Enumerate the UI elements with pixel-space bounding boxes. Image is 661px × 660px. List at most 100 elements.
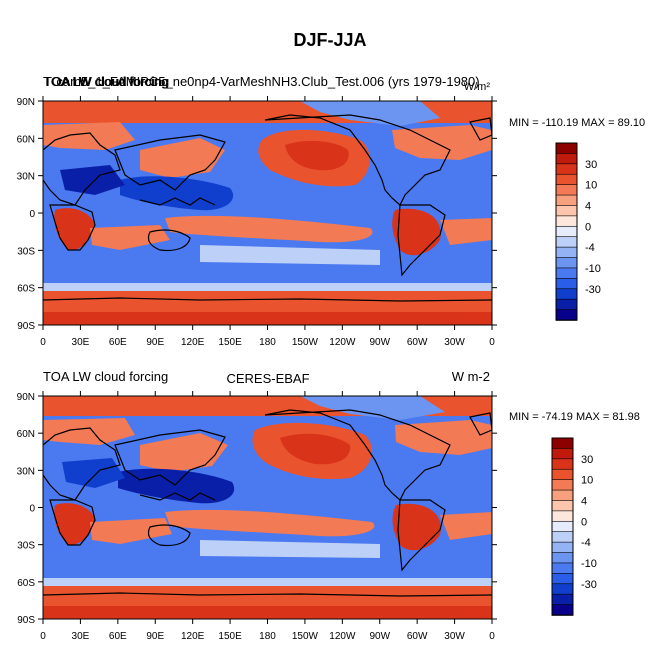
- x-tick-label: 90E: [146, 337, 164, 348]
- colorbar-label: -10: [585, 263, 601, 275]
- top-x-ticks: 0 30E 60E 90E 120E 150E 180 150W 120W 90W 60W 30W 0: [40, 96, 495, 348]
- y-tick-label: 60S: [17, 284, 35, 295]
- colorbar-swatch: [551, 448, 574, 460]
- x-tick-label: 150E: [218, 631, 242, 642]
- bottom-indian-ocean-red: [90, 518, 172, 544]
- colorbar-label: -4: [581, 537, 591, 549]
- x-tick-label: 150E: [218, 337, 242, 348]
- x-tick-label: 60E: [109, 631, 127, 642]
- top-stats-label: MIN = -110.19 MAX = 89.10: [509, 117, 645, 129]
- colorbar-swatch: [551, 468, 574, 481]
- x-tick-label: 120W: [329, 337, 356, 348]
- top-arctic-blue: [300, 101, 440, 126]
- x-tick-label: 150W: [292, 337, 319, 348]
- top-asia-red: [140, 138, 225, 178]
- y-tick-label: 90N: [17, 97, 35, 108]
- x-tick-label: 0: [489, 337, 495, 348]
- bottom-antarctic-dark: [43, 606, 492, 619]
- colorbar-swatch: [551, 479, 574, 491]
- bottom-arctic-blue: [300, 396, 445, 420]
- top-left-label: TOA LW cloud forcing: [43, 74, 168, 89]
- x-tick-label: 0: [40, 631, 46, 642]
- figure-title: DJF-JJA: [293, 30, 366, 50]
- bottom-africa-red: [54, 503, 96, 546]
- bottom-asia-red: [140, 433, 228, 472]
- colorbar-swatch: [555, 257, 578, 269]
- colorbar-label: 30: [585, 159, 597, 171]
- colorbar-label: 0: [585, 221, 591, 233]
- top-center-label: cam5_1_FAMIPC5_ne0np4-VarMeshNH3.Club_Te…: [56, 74, 479, 89]
- bottom-y-ticks: 90N 60N 30N 0 30S 60S 90S: [17, 392, 497, 626]
- top-south-america-red: [392, 208, 441, 256]
- x-tick-label: 120E: [181, 631, 205, 642]
- top-southern-light-band: [43, 283, 492, 291]
- x-tick-label: 90W: [369, 631, 390, 642]
- x-tick-label: 90W: [369, 337, 390, 348]
- bottom-southern-light-band: [43, 578, 492, 586]
- colorbar-swatch: [555, 153, 578, 165]
- top-panel: TOA LW cloud forcing TOA LW cloud forcin…: [17, 74, 646, 348]
- colorbar-swatch: [555, 267, 578, 280]
- colorbar-swatch: [555, 278, 578, 290]
- x-tick-label: 180: [259, 631, 276, 642]
- top-units-label: W/m²: [464, 81, 491, 93]
- colorbar-swatch: [551, 437, 574, 450]
- x-tick-label: 120W: [329, 631, 356, 642]
- x-tick-label: 30W: [444, 337, 465, 348]
- colorbar-swatch: [555, 309, 578, 321]
- x-tick-label: 0: [40, 337, 46, 348]
- colorbar-swatch: [555, 142, 578, 155]
- y-tick-label: 60N: [17, 429, 35, 440]
- bottom-south-atlantic-red: [440, 512, 492, 540]
- colorbar-swatch: [555, 298, 578, 311]
- colorbar-swatch: [555, 215, 578, 228]
- colorbar-swatch: [555, 184, 578, 196]
- bottom-panel: TOA LW cloud forcing CERES-EBAF W m-2: [17, 369, 640, 642]
- bottom-x-ticks: 0 30E 60E 90E 120E 150E 180 150W 120W 90W 60W 30W 0: [40, 391, 495, 642]
- x-tick-label: 180: [259, 337, 276, 348]
- colorbar-label: -10: [581, 558, 597, 570]
- bottom-stats-label: MIN = -74.19 MAX = 81.98: [509, 411, 640, 423]
- y-tick-label: 0: [29, 504, 35, 515]
- colorbar-label: 10: [581, 475, 593, 487]
- bottom-left-label: TOA LW cloud forcing: [43, 369, 168, 384]
- colorbar-label: 0: [581, 516, 587, 528]
- y-tick-label: 30S: [17, 246, 35, 257]
- x-tick-label: 120E: [181, 337, 205, 348]
- colorbar-swatch: [555, 194, 578, 207]
- bottom-south-pacific-light: [200, 540, 380, 558]
- top-colorbar: 30 10 4 0 -4 -10 -30: [555, 142, 601, 321]
- y-tick-label: 60N: [17, 134, 35, 145]
- y-tick-label: 90S: [17, 615, 35, 626]
- colorbar-swatch: [551, 541, 574, 554]
- y-tick-label: 60S: [17, 578, 35, 589]
- top-spcz-red: [165, 215, 373, 243]
- colorbar-swatch: [551, 552, 574, 564]
- colorbar-swatch: [551, 593, 574, 606]
- bottom-south-america-red: [392, 503, 441, 551]
- colorbar-label: 4: [585, 200, 591, 212]
- top-north-pacific-dark: [285, 140, 349, 171]
- colorbar-swatch: [555, 163, 578, 176]
- y-tick-label: 90N: [17, 392, 35, 403]
- bottom-coastlines: [43, 409, 492, 597]
- x-tick-label: 30W: [444, 631, 465, 642]
- colorbar-swatch: [551, 510, 574, 523]
- colorbar-swatch: [555, 225, 578, 238]
- colorbar-swatch: [551, 573, 574, 585]
- bottom-north-pacific-dark: [280, 433, 351, 465]
- colorbar-swatch: [555, 288, 578, 300]
- colorbar-swatch: [555, 246, 578, 259]
- bottom-india-blue: [62, 458, 125, 488]
- y-tick-label: 30S: [17, 541, 35, 552]
- x-tick-label: 60E: [109, 337, 127, 348]
- x-tick-label: 90E: [146, 631, 164, 642]
- top-antarctic-dark: [43, 312, 492, 325]
- colorbar-label: 4: [581, 495, 587, 507]
- y-tick-label: 0: [29, 209, 35, 220]
- bottom-north-atlantic-red: [395, 420, 492, 455]
- colorbar-swatch: [551, 562, 574, 575]
- colorbar-label: -4: [585, 242, 595, 254]
- y-tick-label: 30N: [17, 466, 35, 477]
